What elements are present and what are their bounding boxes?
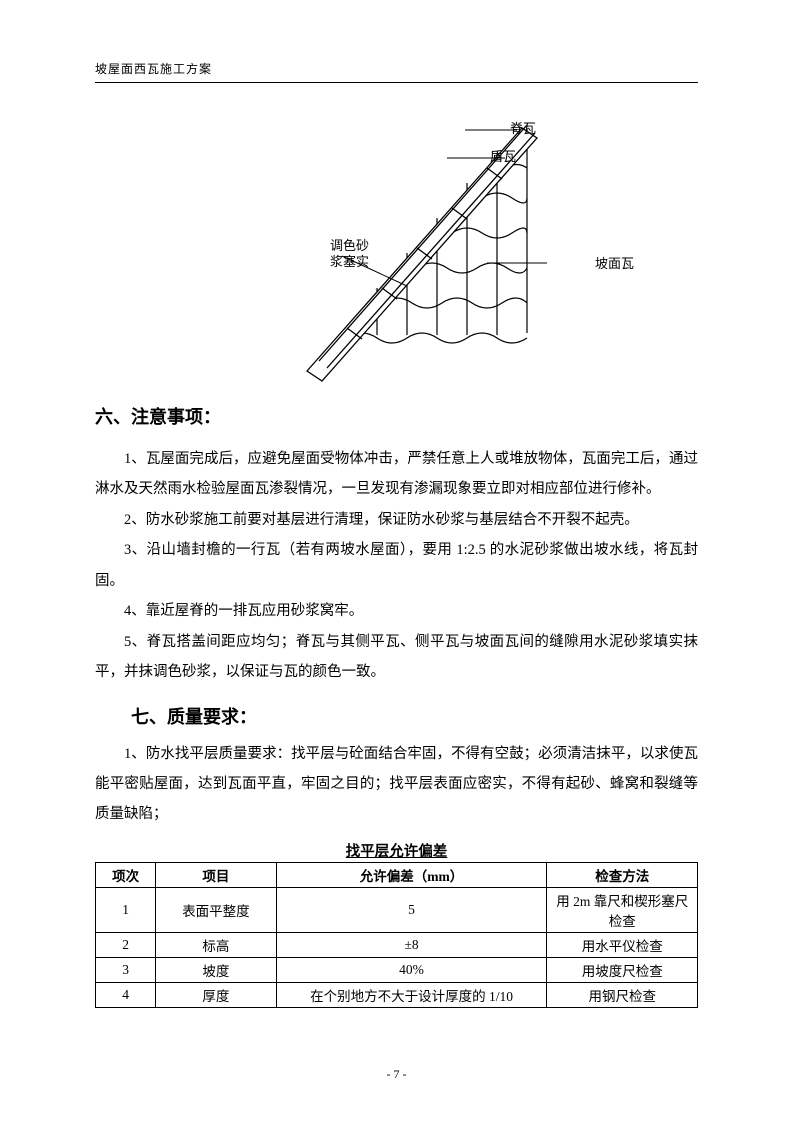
section6-item-5: 5、脊瓦搭盖间距应均匀；脊瓦与其侧平瓦、侧平瓦与坡面瓦间的缝隙用水泥砂浆填实抹平… bbox=[95, 627, 698, 688]
label-slope-tile: 坡面瓦 bbox=[595, 253, 634, 272]
cell: 5 bbox=[276, 887, 547, 932]
cell: ±8 bbox=[276, 932, 547, 957]
cell: 在个别地方不大于设计厚度的 1/10 bbox=[276, 982, 547, 1007]
th-tolerance: 允许偏差（mm） bbox=[276, 862, 547, 887]
tolerance-table: 项次 项目 允许偏差（mm） 检查方法 1 表面平整度 5 用 2m 靠尺和楔形… bbox=[95, 862, 698, 1008]
page-header: 坡屋面西瓦施工方案 bbox=[95, 60, 698, 83]
th-index: 项次 bbox=[96, 862, 156, 887]
section7-intro: 1、防水找平层质量要求：找平层与砼面结合牢固，不得有空鼓；必须清洁抹平，以求使瓦… bbox=[95, 739, 698, 830]
th-item: 项目 bbox=[156, 862, 276, 887]
cell: 坡度 bbox=[156, 957, 276, 982]
table-title: 找平层允许偏差 bbox=[95, 840, 698, 861]
table-header-row: 项次 项目 允许偏差（mm） 检查方法 bbox=[96, 862, 698, 887]
cell: 1 bbox=[96, 887, 156, 932]
section6-item-3: 3、沿山墙封檐的一行瓦（若有两坡水屋面），要用 1:2.5 的水泥砂浆做出坡水线… bbox=[95, 535, 698, 596]
table-row: 4 厚度 在个别地方不大于设计厚度的 1/10 用钢尺检查 bbox=[96, 982, 698, 1007]
cell: 用 2m 靠尺和楔形塞尺检查 bbox=[547, 887, 698, 932]
table-row: 1 表面平整度 5 用 2m 靠尺和楔形塞尺检查 bbox=[96, 887, 698, 932]
roof-diagram: 脊瓦 盾瓦 坡面瓦 调色砂 浆塞实 bbox=[95, 113, 698, 383]
table-row: 2 标高 ±8 用水平仪检查 bbox=[96, 932, 698, 957]
cell: 4 bbox=[96, 982, 156, 1007]
section6-item-4: 4、靠近屋脊的一排瓦应用砂浆窝牢。 bbox=[95, 596, 698, 626]
label-ridge-tile: 脊瓦 bbox=[510, 118, 536, 137]
cell: 2 bbox=[96, 932, 156, 957]
table-row: 3 坡度 40% 用坡度尺检查 bbox=[96, 957, 698, 982]
label-shield-tile: 盾瓦 bbox=[490, 146, 516, 165]
cell: 用坡度尺检查 bbox=[547, 957, 698, 982]
section-7-heading: 七、质量要求： bbox=[131, 703, 698, 729]
cell: 标高 bbox=[156, 932, 276, 957]
cell: 厚度 bbox=[156, 982, 276, 1007]
label-mortar-line2: 浆塞实 bbox=[330, 251, 369, 270]
cell: 表面平整度 bbox=[156, 887, 276, 932]
cell: 用水平仪检查 bbox=[547, 932, 698, 957]
section6-item-1: 1、瓦屋面完成后，应避免屋面受物体冲击，严禁任意上人或堆放物体，瓦面完工后，通过… bbox=[95, 444, 698, 505]
section6-item-2: 2、防水砂浆施工前要对基层进行清理，保证防水砂浆与基层结合不开裂不起壳。 bbox=[95, 505, 698, 535]
cell: 40% bbox=[276, 957, 547, 982]
cell: 用钢尺检查 bbox=[547, 982, 698, 1007]
cell: 3 bbox=[96, 957, 156, 982]
th-method: 检查方法 bbox=[547, 862, 698, 887]
section-6-heading: 六、注意事项： bbox=[95, 403, 698, 429]
header-title: 坡屋面西瓦施工方案 bbox=[95, 62, 212, 76]
page-number: - 7 - bbox=[0, 1067, 793, 1082]
